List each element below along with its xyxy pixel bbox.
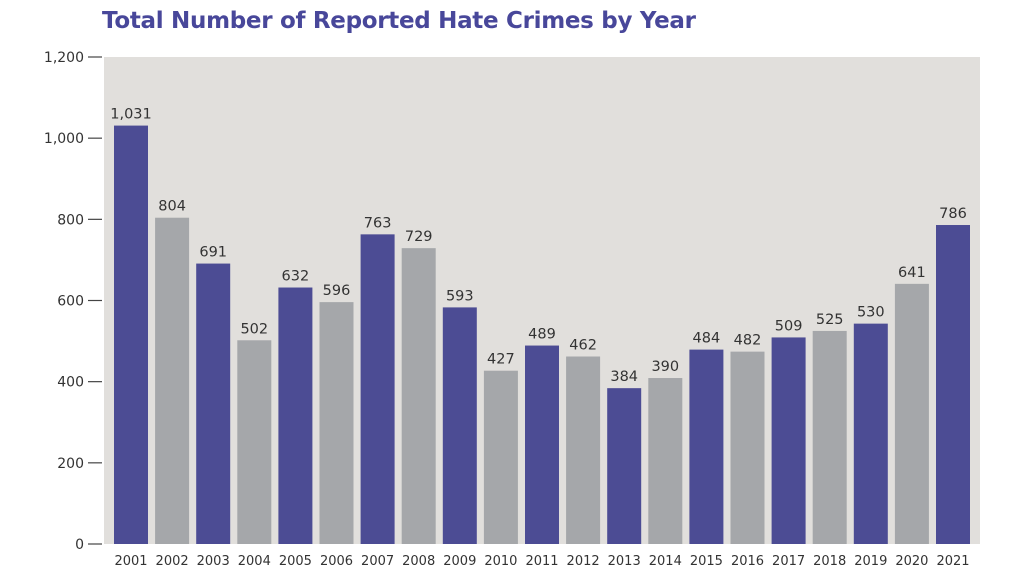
value-label-2012: 462 <box>569 338 597 354</box>
bar-2006 <box>319 302 354 544</box>
x-tick-label-2002: 2002 <box>156 554 189 569</box>
value-label-2019: 530 <box>857 305 885 321</box>
bar-2018 <box>812 330 847 544</box>
value-label-2011: 489 <box>528 327 556 343</box>
bar-2019 <box>853 323 888 544</box>
y-tick-label: 200 <box>57 456 84 472</box>
value-label-2017: 509 <box>775 318 803 334</box>
y-tick-label: 600 <box>57 294 84 310</box>
bar-2001 <box>114 125 148 545</box>
value-label-2021: 786 <box>939 206 967 222</box>
value-label-2004: 502 <box>240 321 268 337</box>
x-tick-label-2006: 2006 <box>320 554 353 569</box>
bar-2010 <box>483 370 518 544</box>
x-tick-label-2003: 2003 <box>197 554 230 569</box>
x-tick-label-2021: 2021 <box>936 554 969 569</box>
x-tick-label-2008: 2008 <box>402 554 435 569</box>
y-tick-label: 1,000 <box>44 131 84 147</box>
value-label-2006: 596 <box>323 283 351 299</box>
bar-2007 <box>360 234 395 544</box>
value-label-2015: 484 <box>693 331 721 347</box>
chart-title: Total Number of Reported Hate Crimes by … <box>102 8 696 34</box>
value-label-2003: 691 <box>199 245 227 261</box>
y-tick-label: 0 <box>75 537 84 553</box>
value-label-2002: 804 <box>158 199 186 215</box>
x-tick-label-2004: 2004 <box>238 554 271 569</box>
value-label-2014: 390 <box>651 359 679 375</box>
x-tick-label-2014: 2014 <box>649 554 682 569</box>
bar-2012 <box>566 356 601 544</box>
bar-2005 <box>278 287 313 544</box>
value-label-2010: 427 <box>487 352 515 368</box>
bar-2009 <box>442 307 477 544</box>
value-label-2018: 525 <box>816 312 844 328</box>
x-tick-label-2012: 2012 <box>567 554 600 569</box>
value-label-2008: 729 <box>405 229 433 245</box>
value-label-2009: 593 <box>446 288 474 304</box>
x-tick-label-2001: 2001 <box>114 554 147 569</box>
x-tick-label-2007: 2007 <box>361 554 394 569</box>
bar-2014 <box>648 378 683 544</box>
value-label-2001: 1,031 <box>110 107 152 123</box>
value-label-2007: 763 <box>364 215 392 231</box>
bar-2015 <box>689 349 724 544</box>
value-label-2013: 384 <box>610 369 638 385</box>
bar-2021 <box>936 225 970 544</box>
y-tick-label: 400 <box>57 375 84 391</box>
x-tick-label-2005: 2005 <box>279 554 312 569</box>
x-tick-label-2017: 2017 <box>772 554 805 569</box>
x-tick-label-2011: 2011 <box>525 554 558 569</box>
bar-2004 <box>237 340 272 544</box>
bar-2002 <box>155 217 190 544</box>
bar-2013 <box>607 388 642 544</box>
y-tick-label: 800 <box>57 212 84 228</box>
x-tick-label-2019: 2019 <box>854 554 887 569</box>
bar-2016 <box>730 351 765 544</box>
x-tick-label-2020: 2020 <box>895 554 928 569</box>
bar-2003 <box>196 263 231 544</box>
x-tick-label-2013: 2013 <box>608 554 641 569</box>
bar-2017 <box>771 337 806 544</box>
bar-2020 <box>894 283 929 544</box>
x-tick-label-2015: 2015 <box>690 554 723 569</box>
value-label-2020: 641 <box>898 265 926 281</box>
value-label-2005: 632 <box>282 269 310 285</box>
x-tick-label-2009: 2009 <box>443 554 476 569</box>
x-tick-label-2018: 2018 <box>813 554 846 569</box>
x-tick-label-2016: 2016 <box>731 554 764 569</box>
y-tick-label: 1,200 <box>44 50 84 66</box>
bar-2011 <box>525 345 559 544</box>
bar-2008 <box>401 248 436 544</box>
value-label-2016: 482 <box>734 333 762 349</box>
x-tick-label-2010: 2010 <box>484 554 517 569</box>
